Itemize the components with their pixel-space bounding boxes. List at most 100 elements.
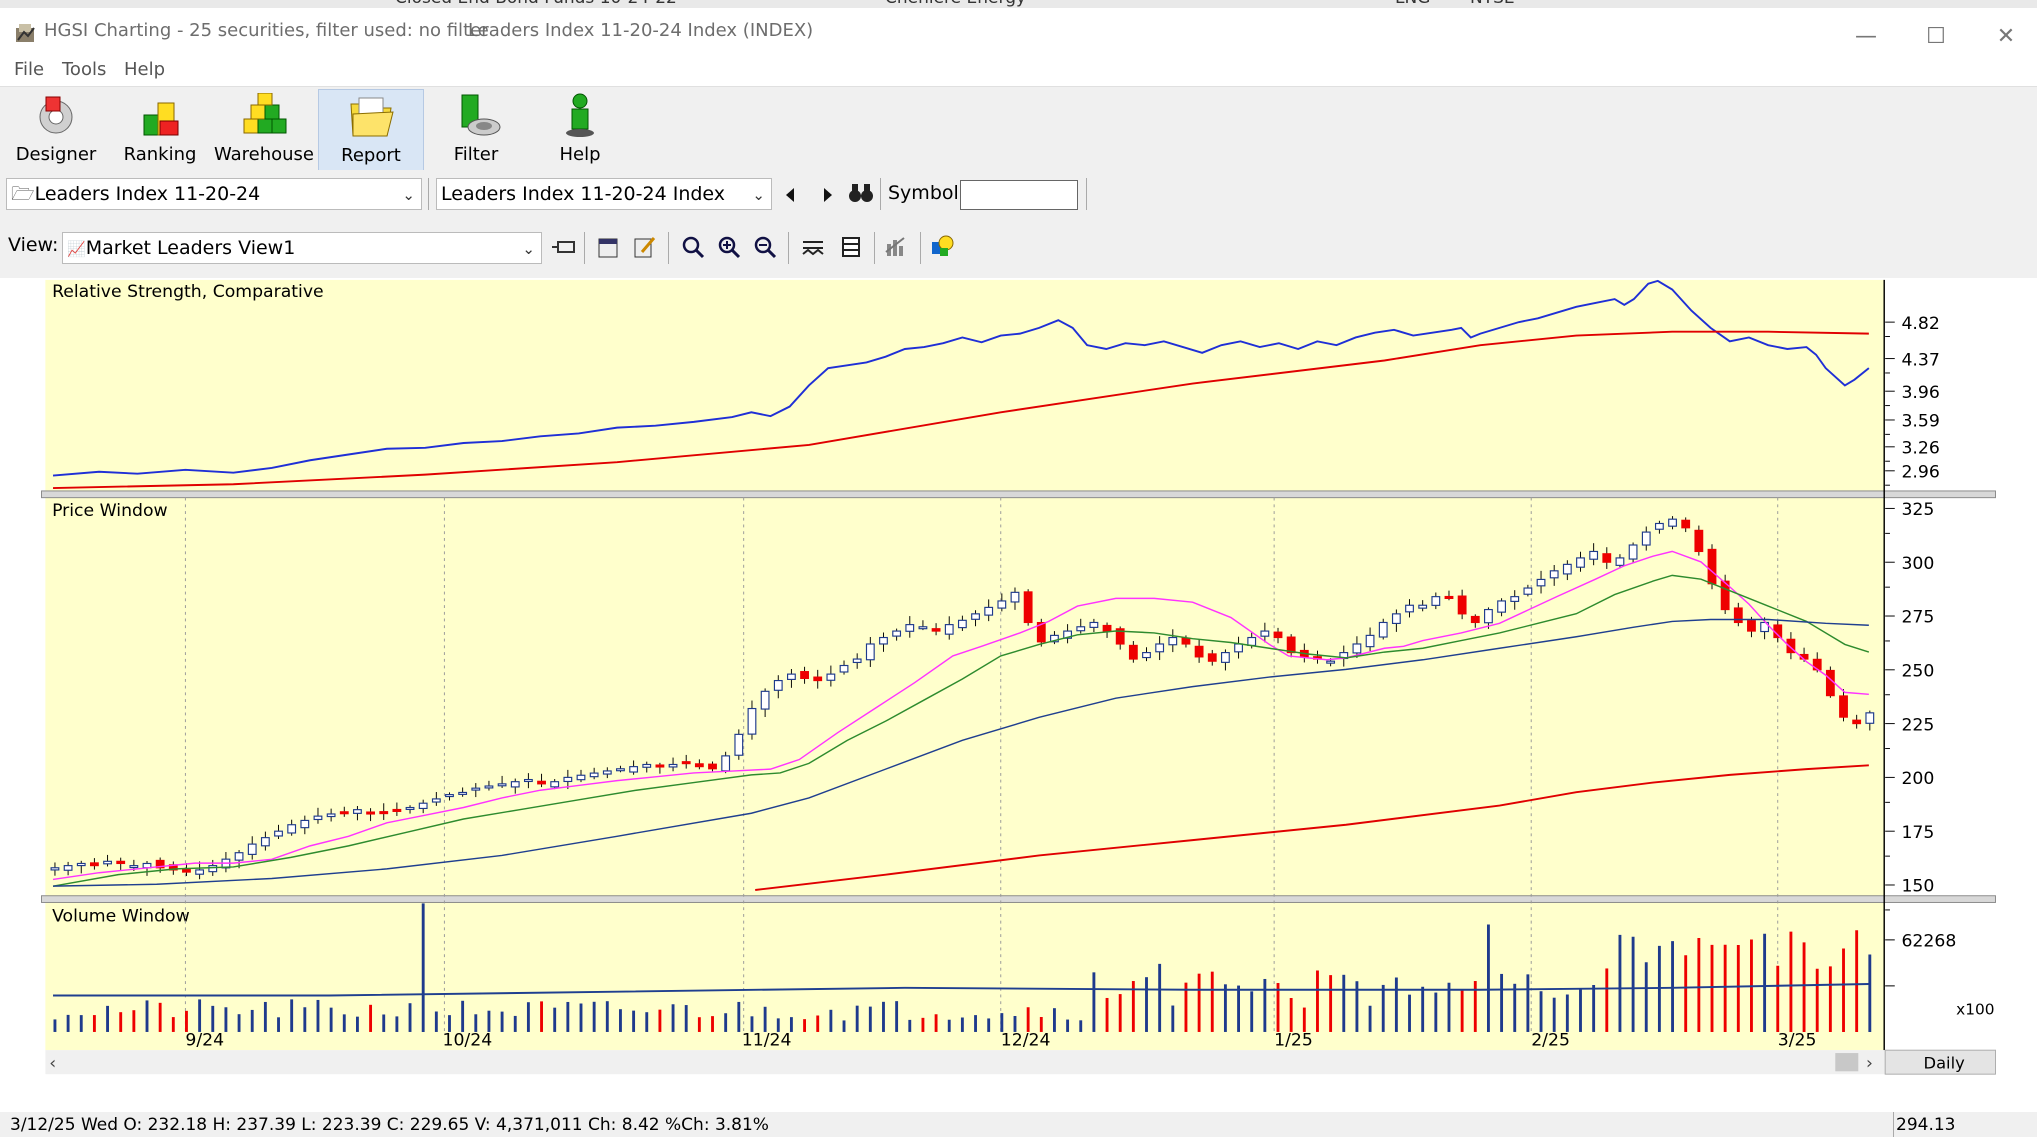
- folder-select[interactable]: 🗁Leaders Index 11-20-24 ⌄: [6, 178, 422, 210]
- candle-body: [116, 860, 126, 865]
- candle-body: [247, 843, 257, 855]
- candle-body: [1063, 630, 1073, 639]
- ranking-icon: [143, 102, 179, 136]
- security-select[interactable]: Leaders Index 11-20-24 Index ⌄: [436, 178, 772, 210]
- candle-body: [339, 811, 349, 815]
- candle-body: [602, 770, 612, 775]
- view-select[interactable]: 📈Market Leaders View1 ⌄: [62, 232, 542, 264]
- indicators-icon[interactable]: [800, 234, 826, 260]
- maximize-button[interactable]: ☐: [1926, 23, 1946, 49]
- bar-info-text: 3/12/25 Wed O: 232.18 H: 237.39 L: 223.3…: [10, 1115, 769, 1135]
- scroll-left-icon[interactable]: ‹: [49, 1053, 56, 1073]
- candle-body: [418, 802, 428, 810]
- zoom-out-icon[interactable]: [752, 234, 778, 260]
- price-tick-label: 200: [1901, 769, 1934, 789]
- chart-area[interactable]: Relative Strength, Comparative Price Win…: [0, 278, 2037, 1078]
- view-manage-icon[interactable]: [550, 234, 576, 260]
- candle-body: [1234, 643, 1243, 653]
- zoom-icon[interactable]: [680, 234, 706, 260]
- candle-body: [694, 763, 704, 768]
- chart-type-icon[interactable]: [884, 234, 910, 260]
- symbol-label: Symbol:: [888, 182, 966, 204]
- candle-body: [629, 766, 639, 773]
- toolbar-divider: [1086, 178, 1087, 210]
- ranking-button[interactable]: Ranking: [108, 89, 212, 169]
- rs-tick-label: 4.82: [1901, 314, 1939, 334]
- rs-panel-title: Relative Strength, Comparative: [52, 282, 324, 302]
- warehouse-button[interactable]: Warehouse: [212, 89, 316, 169]
- date-tick-label: 11/24: [742, 1030, 792, 1050]
- filter-button[interactable]: Filter: [424, 89, 528, 169]
- candle-body: [1050, 634, 1059, 643]
- candle-body: [326, 813, 336, 818]
- candle-body: [1694, 529, 1704, 553]
- color-scheme-icon[interactable]: [930, 234, 956, 260]
- next-arrow-icon[interactable]: [814, 182, 840, 208]
- symbol-input[interactable]: [960, 180, 1078, 210]
- short-moving-average: [52, 550, 1869, 881]
- filter-label: Filter: [453, 144, 499, 165]
- candle-body: [129, 865, 139, 869]
- view-toolbar: View: 📈Market Leaders View1 ⌄: [0, 218, 2037, 278]
- candle-body: [1089, 621, 1099, 628]
- candle-body: [523, 778, 533, 783]
- panel-splitter[interactable]: [41, 895, 1996, 903]
- candle-body: [1260, 630, 1270, 637]
- candle-body: [103, 860, 112, 865]
- designer-button[interactable]: Designer: [4, 89, 108, 169]
- horizontal-scrollbar[interactable]: [45, 1050, 1886, 1075]
- menu-help[interactable]: Help: [124, 59, 166, 80]
- scroll-right-icon[interactable]: ›: [1866, 1053, 1873, 1073]
- warehouse-icon: [243, 93, 287, 134]
- binoculars-icon[interactable]: [848, 180, 874, 206]
- candle-body: [734, 733, 744, 756]
- menu-file[interactable]: File: [14, 59, 45, 80]
- longest-moving-average: [755, 764, 1869, 891]
- main-toolbar: Designer Ranking Warehouse Report Filter…: [0, 86, 2037, 171]
- chart-properties-icon[interactable]: [596, 234, 622, 260]
- candle-body: [1352, 643, 1362, 654]
- candle-body: [773, 679, 783, 691]
- candle-body: [984, 606, 994, 616]
- candle-body: [839, 664, 849, 673]
- candle-body: [234, 852, 244, 861]
- candle-body: [445, 794, 454, 798]
- panel-splitter[interactable]: [41, 490, 1996, 499]
- report-button[interactable]: Report: [318, 89, 424, 171]
- candle-body: [1654, 522, 1664, 530]
- candle-body: [760, 690, 770, 710]
- candle-body: [89, 862, 99, 867]
- candle-body: [1747, 620, 1756, 632]
- period-label: Daily: [1924, 1053, 1966, 1072]
- candle-body: [787, 673, 796, 680]
- candle-body: [1825, 669, 1835, 697]
- candle-body: [1155, 643, 1165, 653]
- price-tick-label: 150: [1901, 877, 1934, 897]
- help-button[interactable]: Help: [528, 89, 632, 169]
- edit-chart-icon[interactable]: [632, 234, 658, 260]
- candle-body: [1865, 712, 1875, 724]
- candle-body: [208, 865, 218, 873]
- data-table-icon[interactable]: [838, 234, 864, 260]
- candle-body: [405, 806, 415, 811]
- candle-body: [1549, 570, 1559, 579]
- menu-tools[interactable]: Tools: [62, 59, 107, 80]
- scrollbar-thumb[interactable]: [1835, 1053, 1859, 1072]
- price-tick-label: 225: [1901, 715, 1934, 735]
- candle-body: [1326, 660, 1336, 664]
- window-subtitle: Leaders Index 11-20-24 Index (INDEX): [468, 20, 814, 41]
- candle-body: [313, 815, 323, 821]
- candle-body: [353, 809, 362, 814]
- candle-body: [1365, 634, 1375, 648]
- minimize-button[interactable]: —: [1855, 23, 1877, 49]
- candle-body: [813, 676, 823, 682]
- period-selector[interactable]: [1884, 1049, 1996, 1075]
- previous-arrow-icon[interactable]: [778, 182, 804, 208]
- warehouse-label: Warehouse: [213, 144, 315, 165]
- candle-body: [1668, 518, 1677, 527]
- zoom-in-icon[interactable]: [716, 234, 742, 260]
- date-tick-label: 2/25: [1531, 1030, 1570, 1050]
- view-label: View:: [8, 234, 59, 256]
- candle-body: [1168, 636, 1178, 646]
- close-button[interactable]: ✕: [1996, 23, 2016, 49]
